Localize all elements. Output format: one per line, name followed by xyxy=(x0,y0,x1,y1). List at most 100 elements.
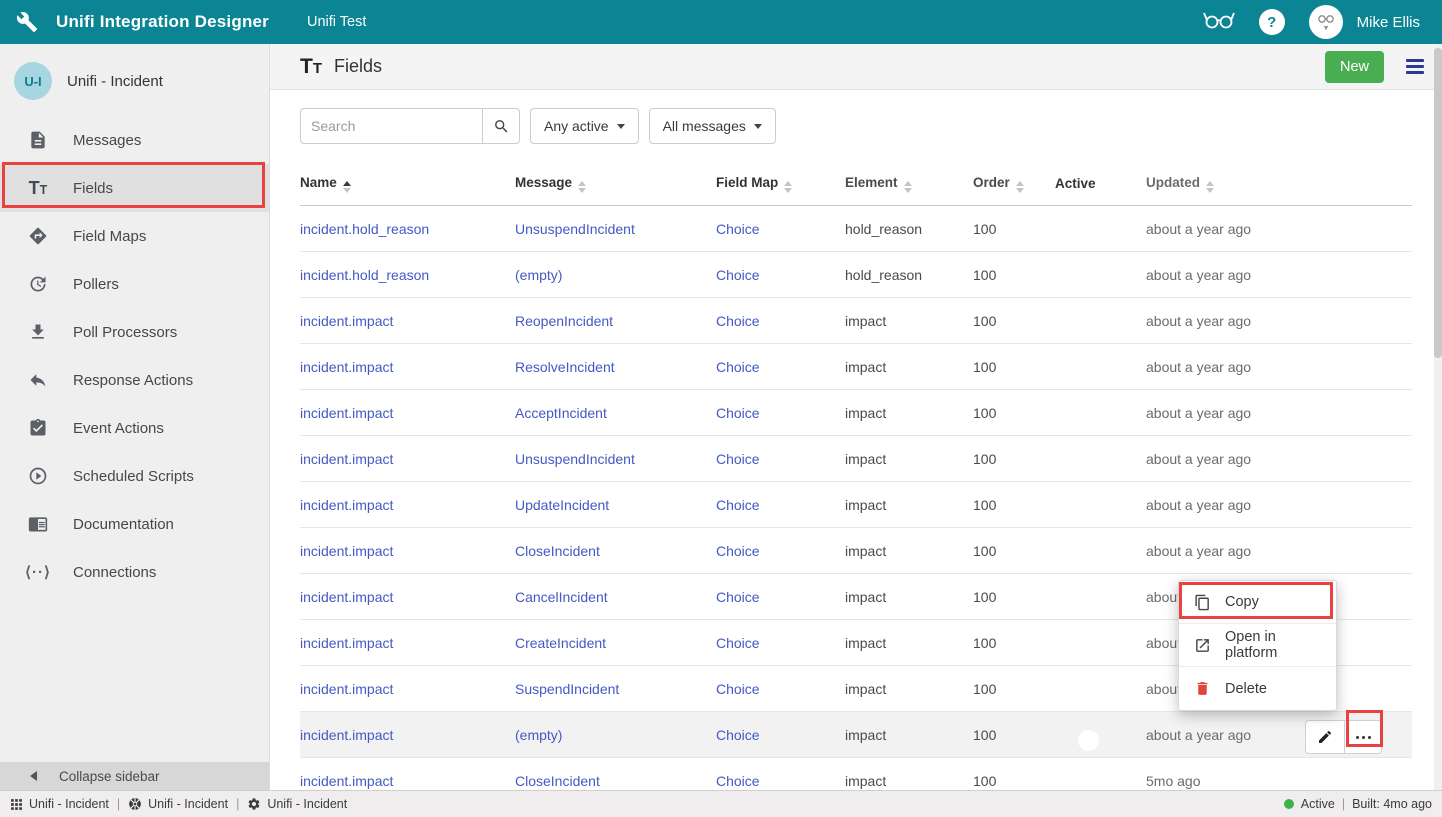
field-name-link[interactable]: incident.impact xyxy=(300,542,394,559)
field-message-link[interactable]: ReopenIncident xyxy=(515,312,614,329)
statusbar-item-3[interactable]: Unifi - Incident xyxy=(247,797,347,811)
column-header-updated[interactable]: Updated xyxy=(1146,175,1412,193)
field-order: 100 xyxy=(973,726,997,743)
field-message-link[interactable]: AcceptIncident xyxy=(515,404,607,421)
field-message-link[interactable]: CancelIncident xyxy=(515,588,608,605)
field-name-link[interactable]: incident.hold_reason xyxy=(300,266,430,283)
statusbar-item-1[interactable]: Unifi - Incident xyxy=(10,797,109,811)
field-message-link[interactable]: ResolveIncident xyxy=(515,358,615,375)
active-cell xyxy=(1055,543,1146,559)
field-message-link[interactable]: CloseIncident xyxy=(515,542,600,559)
field-order: 100 xyxy=(973,220,997,237)
column-header-field-map[interactable]: Field Map xyxy=(716,175,845,193)
fields-icon: TT xyxy=(300,55,322,78)
field-map-link[interactable]: Choice xyxy=(716,634,760,651)
field-map-link[interactable]: Choice xyxy=(716,542,760,559)
active-filter-dropdown[interactable]: Any active xyxy=(530,108,639,144)
field-message: (empty) xyxy=(515,267,716,283)
help-icon[interactable]: ? xyxy=(1258,9,1285,35)
field-message-link[interactable]: CloseIncident xyxy=(515,772,600,789)
field-message-link[interactable]: (empty) xyxy=(515,726,563,743)
field-name-link[interactable]: incident.impact xyxy=(300,634,394,651)
field-name-link[interactable]: incident.impact xyxy=(300,450,394,467)
sidebar-item-response-actions[interactable]: Response Actions xyxy=(0,356,269,404)
field-message-link[interactable]: CreateIncident xyxy=(515,634,607,651)
sidebar-item-poll-processors[interactable]: Poll Processors xyxy=(0,308,269,356)
sidebar-item-label: Event Actions xyxy=(73,419,164,437)
field-map-link[interactable]: Choice xyxy=(716,450,760,467)
field-message-link[interactable]: UnsuspendIncident xyxy=(515,220,635,237)
field-map-link[interactable]: Choice xyxy=(716,266,760,283)
column-header-active[interactable]: Active xyxy=(1055,176,1096,191)
field-name-link[interactable]: incident.impact xyxy=(300,772,394,789)
field-map-link[interactable]: Choice xyxy=(716,220,760,237)
field-message-link[interactable]: SuspendIncident xyxy=(515,680,620,697)
field-message-link[interactable]: UpdateIncident xyxy=(515,496,610,513)
sidebar-item-event-actions[interactable]: Event Actions xyxy=(0,404,269,452)
delete-icon xyxy=(1197,682,1208,695)
more-button[interactable] xyxy=(1345,720,1382,754)
field-map-link[interactable]: Choice xyxy=(716,680,760,697)
field-message-link[interactable]: (empty) xyxy=(515,266,563,283)
search-button[interactable] xyxy=(482,108,520,144)
field-element: impact xyxy=(845,772,887,789)
field-map-link[interactable]: Choice xyxy=(716,404,760,421)
field-map-link[interactable]: Choice xyxy=(716,312,760,329)
collapse-sidebar-button[interactable]: Collapse sidebar xyxy=(0,762,269,790)
field-name-link[interactable]: incident.impact xyxy=(300,726,394,743)
sidebar-item-pollers[interactable]: Pollers xyxy=(0,260,269,308)
context-menu-open-in-platform[interactable]: Open in platform xyxy=(1179,624,1336,667)
active-cell xyxy=(1055,773,1146,789)
column-header-element[interactable]: Element xyxy=(845,175,973,193)
field-name-link[interactable]: incident.impact xyxy=(300,358,394,375)
statusbar-item-2[interactable]: Unifi - Incident xyxy=(128,797,228,811)
field-map-link[interactable]: Choice xyxy=(716,772,760,789)
field-message-link[interactable]: UnsuspendIncident xyxy=(515,450,635,467)
chevron-down-icon xyxy=(616,123,625,129)
table-row: incident.hold_reason (empty) Choice hold_re… xyxy=(300,252,1412,298)
field-map-link[interactable]: Choice xyxy=(716,358,760,375)
fields-icon: TT xyxy=(28,178,48,198)
column-header-name[interactable]: Name xyxy=(300,175,515,193)
field-name: incident.impact xyxy=(300,313,515,329)
field-message: ReopenIncident xyxy=(515,313,716,329)
sidebar-item-fields[interactable]: TT Fields xyxy=(0,164,269,212)
field-map-link[interactable]: Choice xyxy=(716,588,760,605)
user-avatar[interactable] xyxy=(1308,5,1343,39)
sidebar-item-messages[interactable]: Messages xyxy=(0,116,269,164)
context-menu-copy[interactable]: Copy xyxy=(1179,581,1336,624)
menu-icon[interactable] xyxy=(1406,59,1424,74)
sidebar-item-field-maps[interactable]: Field Maps xyxy=(0,212,269,260)
vertical-scrollbar[interactable] xyxy=(1434,44,1442,790)
scrollbar-thumb[interactable] xyxy=(1434,48,1442,358)
field-name-link[interactable]: incident.impact xyxy=(300,588,394,605)
user-name[interactable]: Mike Ellis xyxy=(1356,13,1420,31)
active-cell xyxy=(1055,681,1146,697)
sidebar-item-scheduled-scripts[interactable]: Scheduled Scripts xyxy=(0,452,269,500)
field-element: impact xyxy=(845,588,887,605)
active-cell xyxy=(1055,267,1146,283)
field-map: Choice xyxy=(716,313,845,329)
field-name-link[interactable]: incident.impact xyxy=(300,312,394,329)
field-name-link[interactable]: incident.impact xyxy=(300,496,394,513)
message-filter-dropdown[interactable]: All messages xyxy=(648,108,776,144)
field-name-link[interactable]: incident.impact xyxy=(300,680,394,697)
field-name-link[interactable]: incident.impact xyxy=(300,404,394,421)
new-button[interactable]: New xyxy=(1324,50,1384,83)
field-name-link[interactable]: incident.hold_reason xyxy=(300,220,430,237)
column-header-order[interactable]: Order xyxy=(973,175,1055,193)
field-map-link[interactable]: Choice xyxy=(716,726,760,743)
context-menu-delete[interactable]: Delete xyxy=(1179,667,1336,710)
field-order: 100 xyxy=(973,588,997,605)
glasses-icon[interactable] xyxy=(1202,9,1235,35)
active-cell xyxy=(1055,359,1146,375)
search-input[interactable] xyxy=(300,108,482,144)
field-map-link[interactable]: Choice xyxy=(716,496,760,513)
built-label: Built: 4mo ago xyxy=(1352,797,1432,811)
sidebar-item-documentation[interactable]: Documentation xyxy=(0,500,269,548)
sidebar-item-connections[interactable]: ⟨··⟩ Connections xyxy=(0,548,269,596)
edit-button[interactable] xyxy=(1305,720,1345,754)
table-row: incident.impact UpdateIncident Choice impac… xyxy=(300,482,1412,528)
updated-cell: about a year ago xyxy=(1146,726,1252,743)
column-header-message[interactable]: Message xyxy=(515,175,716,193)
